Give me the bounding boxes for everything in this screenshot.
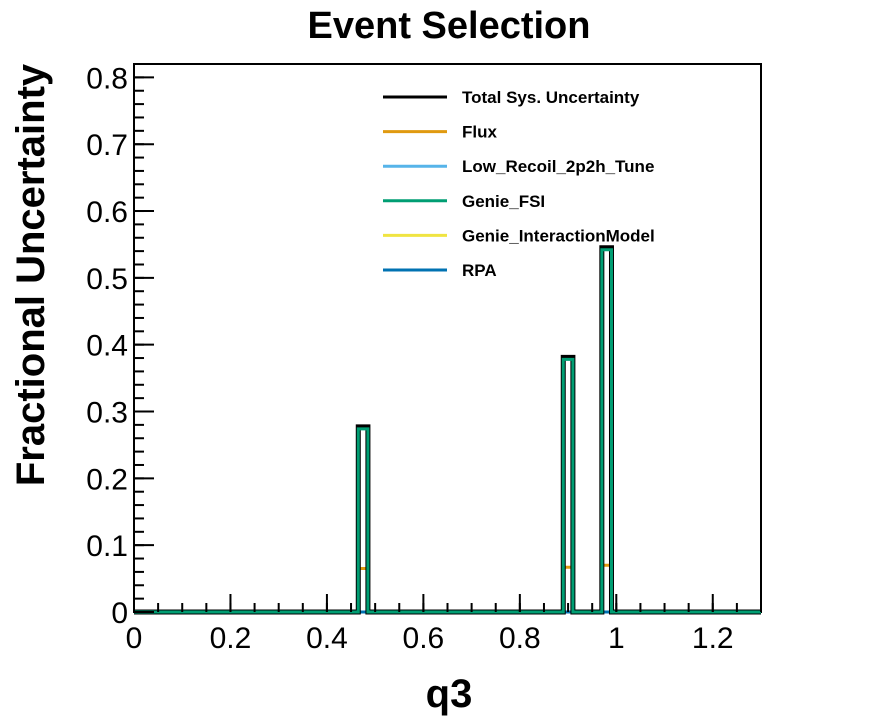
series-line-0 bbox=[134, 245, 761, 615]
series-layer bbox=[134, 245, 761, 615]
plot-area-border bbox=[133, 63, 762, 613]
y-tick-label: 0 bbox=[111, 597, 128, 630]
series-line-3 bbox=[134, 248, 761, 614]
y-tick-label: 0.2 bbox=[86, 463, 128, 496]
x-axis-title: q3 bbox=[426, 672, 473, 716]
x-tick-label: 0.4 bbox=[306, 622, 348, 655]
x-tick-label: 0 bbox=[126, 622, 143, 655]
legend-label-0: Total Sys. Uncertainty bbox=[462, 88, 640, 107]
y-tick-label: 0.1 bbox=[86, 530, 128, 563]
y-tick-label: 0.3 bbox=[86, 397, 128, 430]
legend-label-3: Genie_FSI bbox=[462, 192, 545, 211]
y-tick-label: 0.6 bbox=[86, 196, 128, 229]
x-tick-label: 1.2 bbox=[692, 622, 734, 655]
y-tick-label: 0.5 bbox=[86, 263, 128, 296]
ticks-layer: 0 0.2 0.4 0.6 0.8 1 1.2 0 0.1 0.2 0.3 0.4 0.5 0.6 0.7 0… bbox=[86, 62, 762, 655]
legend: Total Sys. Uncertainty Flux Low_Recoil_2p2… bbox=[383, 88, 655, 280]
x-tick-label: 0.2 bbox=[210, 622, 252, 655]
plot-frame bbox=[133, 63, 762, 613]
x-tick-label: 1 bbox=[608, 622, 625, 655]
legend-label-5: RPA bbox=[462, 261, 497, 280]
chart-title: Event Selection bbox=[308, 5, 591, 47]
legend-label-1: Flux bbox=[462, 123, 497, 142]
y-tick-label: 0.7 bbox=[86, 129, 128, 162]
y-tick-label: 0.4 bbox=[86, 330, 128, 363]
y-axis-title: Fractional Uncertainty bbox=[9, 63, 53, 486]
x-tick-label: 0.6 bbox=[403, 622, 445, 655]
y-tick-label: 0.8 bbox=[86, 62, 128, 95]
legend-label-2: Low_Recoil_2p2h_Tune bbox=[462, 157, 654, 176]
legend-label-4: Genie_InteractionModel bbox=[462, 226, 655, 245]
x-tick-label: 0.8 bbox=[499, 622, 541, 655]
